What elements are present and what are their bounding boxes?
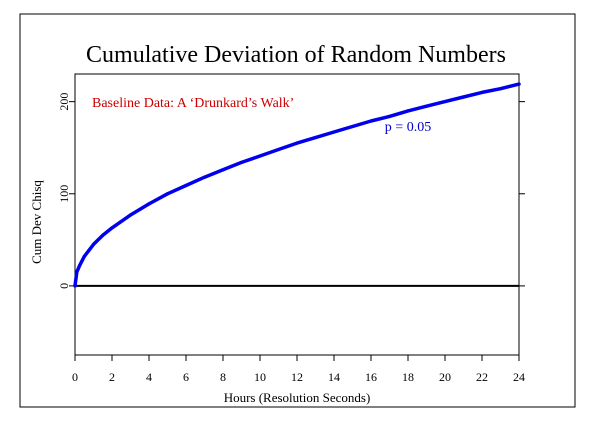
x-axis-label: Hours (Resolution Seconds) bbox=[224, 390, 371, 405]
series-point bbox=[276, 147, 281, 152]
series-point bbox=[443, 100, 447, 104]
series-point bbox=[165, 192, 170, 196]
x-tick-label: 4 bbox=[146, 370, 152, 384]
x-tick-label: 10 bbox=[254, 370, 266, 384]
series-point bbox=[147, 202, 151, 206]
series-point bbox=[517, 82, 521, 86]
x-tick-label: 16 bbox=[365, 370, 377, 384]
chart-title: Cumulative Deviation of Random Numbers bbox=[86, 42, 506, 68]
series-point bbox=[82, 254, 86, 259]
x-tick-label: 24 bbox=[513, 370, 525, 384]
x-tick-label: 12 bbox=[291, 370, 303, 384]
series-point bbox=[498, 87, 503, 91]
series-point bbox=[369, 119, 373, 123]
y-axis-label: Cum Dev Chisq bbox=[29, 180, 44, 264]
series-point bbox=[101, 233, 105, 237]
series-point bbox=[258, 154, 262, 158]
x-tick-label: 6 bbox=[183, 370, 189, 384]
x-tick-label: 8 bbox=[220, 370, 226, 384]
series-point bbox=[387, 114, 392, 118]
series-point bbox=[221, 168, 225, 172]
x-axis-ticks: 0 2 4 6 8 10 12 14 16 18 20 22 24 bbox=[72, 355, 525, 384]
y-tick-label: 100 bbox=[57, 185, 71, 203]
x-tick-label: 2 bbox=[109, 370, 115, 384]
series-point bbox=[202, 175, 207, 179]
series-point bbox=[332, 130, 336, 134]
series-point bbox=[128, 213, 133, 217]
series-point bbox=[313, 135, 318, 140]
x-tick-label: 0 bbox=[72, 370, 78, 384]
x-tick-label: 18 bbox=[402, 370, 414, 384]
series-point bbox=[461, 95, 466, 99]
y-tick-label: 0 bbox=[57, 283, 71, 289]
series-point bbox=[110, 226, 114, 230]
y-axis-ticks: 0 100 200 bbox=[57, 93, 525, 289]
series-point bbox=[350, 124, 355, 129]
series-point bbox=[295, 141, 299, 145]
y-tick-label: 200 bbox=[57, 93, 71, 111]
series-point bbox=[91, 242, 96, 247]
plot-area bbox=[74, 73, 520, 356]
annotation-p-value: p = 0.05 bbox=[385, 120, 431, 135]
x-tick-label: 22 bbox=[476, 370, 488, 384]
series-points bbox=[73, 82, 521, 288]
series-point bbox=[78, 264, 82, 268]
series-point bbox=[424, 104, 429, 108]
series-point bbox=[73, 284, 77, 288]
x-tick-label: 14 bbox=[328, 370, 340, 384]
outer-frame bbox=[19, 13, 576, 408]
x-tick-label: 20 bbox=[439, 370, 451, 384]
series-point bbox=[480, 90, 484, 95]
series-line bbox=[73, 82, 521, 288]
annotation-baseline: Baseline Data: A ‘Drunkard’s Walk’ bbox=[92, 96, 294, 111]
series-point bbox=[239, 160, 244, 165]
series-point bbox=[75, 270, 79, 274]
series-point bbox=[184, 183, 188, 188]
series-point bbox=[406, 109, 410, 113]
